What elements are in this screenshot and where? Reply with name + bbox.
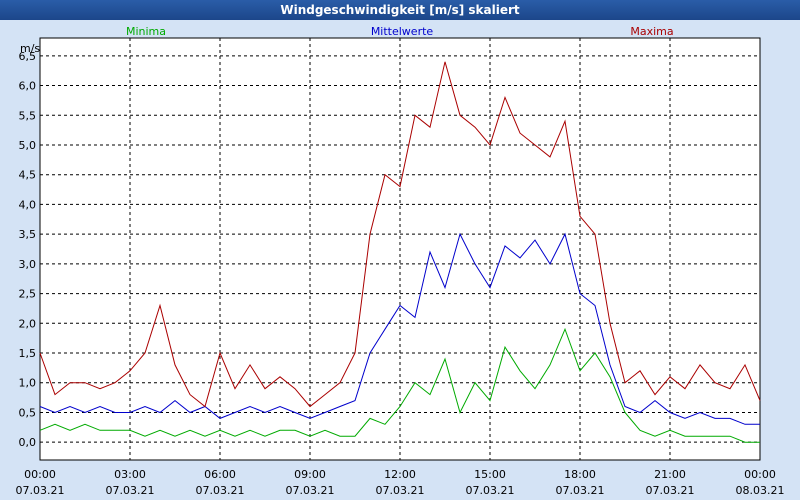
- x-tick-time-label: 18:00: [564, 468, 596, 481]
- x-tick-time-label: 21:00: [654, 468, 686, 481]
- legend: Minima Mittelwerte Maxima: [126, 25, 674, 38]
- x-tick-date-label: 08.03.21: [736, 484, 785, 497]
- y-tick-label: 5,5: [19, 109, 37, 122]
- y-tick-label: 1,5: [19, 347, 37, 360]
- x-tick-time-label: 03:00: [114, 468, 146, 481]
- y-tick-label: 6,5: [19, 50, 37, 63]
- x-tick-date-label: 07.03.21: [466, 484, 515, 497]
- legend-entry-minima: Minima: [126, 25, 166, 38]
- y-axis-label: m/s: [20, 42, 40, 55]
- y-tick-label: 6,0: [19, 80, 37, 93]
- y-tick-label: 2,0: [19, 317, 37, 330]
- x-tick-date-label: 07.03.21: [16, 484, 65, 497]
- y-tick-label: 2,5: [19, 288, 37, 301]
- x-tick-time-label: 06:00: [204, 468, 236, 481]
- y-tick-label: 3,5: [19, 228, 37, 241]
- series-line-maxima: [39, 61, 761, 408]
- chart-title: Windgeschwindigkeit [m/s] skaliert: [0, 0, 800, 20]
- y-tick-label: 0,0: [19, 436, 37, 449]
- x-tick-date-label: 07.03.21: [376, 484, 425, 497]
- x-tick-labels: 00:00 07.03.21 03:00 07.03.21 06:00 07.03.21 0…: [16, 468, 785, 497]
- y-tick-label: 5,0: [19, 139, 37, 152]
- y-tick-label: 4,5: [19, 169, 37, 182]
- y-tick-label: 0,5: [19, 406, 37, 419]
- x-tick-time-label: 00:00: [24, 468, 56, 481]
- x-tick-date-label: 07.03.21: [106, 484, 155, 497]
- y-tick-label: 4,0: [19, 198, 37, 211]
- x-tick-date-label: 07.03.21: [196, 484, 245, 497]
- chart-canvas: m/s 0,0 0,5 1,0 1,5 2,0 2,5 3,0 3,5 4,0 4,5 5,0 5,5…: [16, 25, 785, 497]
- gridlines: [40, 38, 760, 460]
- series-group: [39, 61, 761, 443]
- y-tick-label: 3,0: [19, 258, 37, 271]
- x-tick-date-label: 07.03.21: [556, 484, 605, 497]
- x-tick-date-label: 07.03.21: [646, 484, 695, 497]
- x-tick-time-label: 00:00: [744, 468, 776, 481]
- x-tick-date-label: 07.03.21: [286, 484, 335, 497]
- x-tick-time-label: 09:00: [294, 468, 326, 481]
- series-line-mittelwerte: [39, 232, 760, 425]
- y-tick-labels: 0,0 0,5 1,0 1,5 2,0 2,5 3,0 3,5 4,0 4,5 5,0 5,5 6,0 6…: [19, 50, 37, 449]
- x-tick-time-label: 15:00: [474, 468, 506, 481]
- legend-entry-mittelwerte: Mittelwerte: [371, 25, 434, 38]
- series-line-minima: [39, 327, 760, 443]
- y-tick-label: 1,0: [19, 377, 37, 390]
- legend-entry-maxima: Maxima: [630, 25, 673, 38]
- x-tick-time-label: 12:00: [384, 468, 416, 481]
